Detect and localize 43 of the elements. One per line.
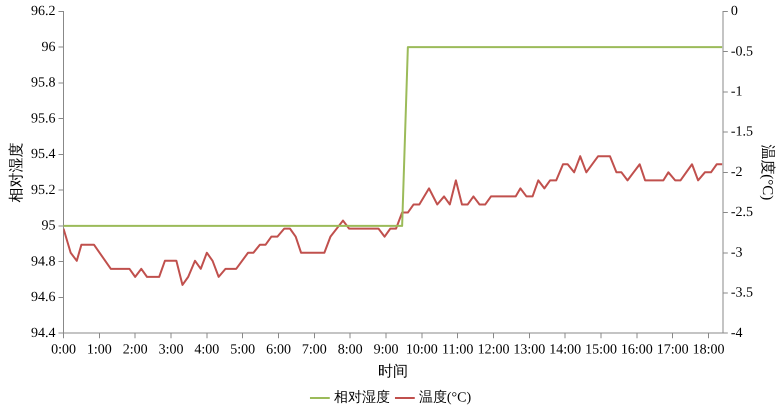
y-tick-label: 96 xyxy=(42,40,56,55)
x-tick-label: 2:00 xyxy=(122,342,148,358)
x-tick-label: 16:00 xyxy=(620,342,653,358)
y-tick-label: 95.4 xyxy=(31,147,56,162)
x-tick-label: 12:00 xyxy=(478,342,510,358)
y-tick-label: 94.4 xyxy=(31,326,56,341)
y-tick-label: 95 xyxy=(42,218,56,234)
legend-label: 相对湿度 xyxy=(334,390,390,406)
legend-label: 温度(°C) xyxy=(418,390,472,406)
y-axis-title: 相对湿度 xyxy=(8,142,25,202)
y2-tick-label: -2.5 xyxy=(730,205,754,220)
y2-tick-label: -1 xyxy=(730,84,743,100)
x-tick-label: 13:00 xyxy=(513,342,546,358)
y-tick-label: 95.8 xyxy=(31,76,56,91)
y-tick-label: 95.6 xyxy=(31,111,56,126)
y2-axis-title: 温度(°C) xyxy=(759,144,776,200)
y2-tick-label: -1.5 xyxy=(730,124,754,140)
y-tick-label: 95.2 xyxy=(31,182,56,198)
x-axis-title: 时间 xyxy=(378,362,408,380)
x-tick-label: 11:00 xyxy=(442,342,474,358)
x-tick-label: 8:00 xyxy=(338,342,363,358)
x-tick-label: 9:00 xyxy=(374,342,398,358)
x-tick-label: 10:00 xyxy=(406,342,438,358)
x-tick-label: 4:00 xyxy=(194,342,220,358)
x-tick-label: 17:00 xyxy=(656,342,689,358)
x-tick-label: 7:00 xyxy=(302,342,327,358)
y-tick-label: 96.2 xyxy=(31,4,56,20)
y2-tick-label: 0 xyxy=(730,4,738,20)
y2-tick-label: -0.5 xyxy=(730,44,754,60)
x-tick-label: 5:00 xyxy=(230,342,256,358)
x-tick-label: 1:00 xyxy=(86,342,112,358)
x-tick-label: 3:00 xyxy=(158,342,184,358)
x-tick-label: 14:00 xyxy=(549,342,582,358)
y-tick-label: 94.8 xyxy=(31,254,56,270)
x-tick-label: 6:00 xyxy=(266,342,291,358)
y2-tick-label: -2 xyxy=(730,164,743,180)
y2-tick-label: -3 xyxy=(730,245,743,260)
x-tick-label: 18:00 xyxy=(692,342,724,358)
y2-tick-label: -4 xyxy=(730,326,743,341)
x-tick-label: 0:00 xyxy=(51,342,76,358)
y2-tick-label: -3.5 xyxy=(730,286,754,301)
y-tick-label: 94.6 xyxy=(31,290,56,306)
x-tick-label: 15:00 xyxy=(585,342,617,358)
